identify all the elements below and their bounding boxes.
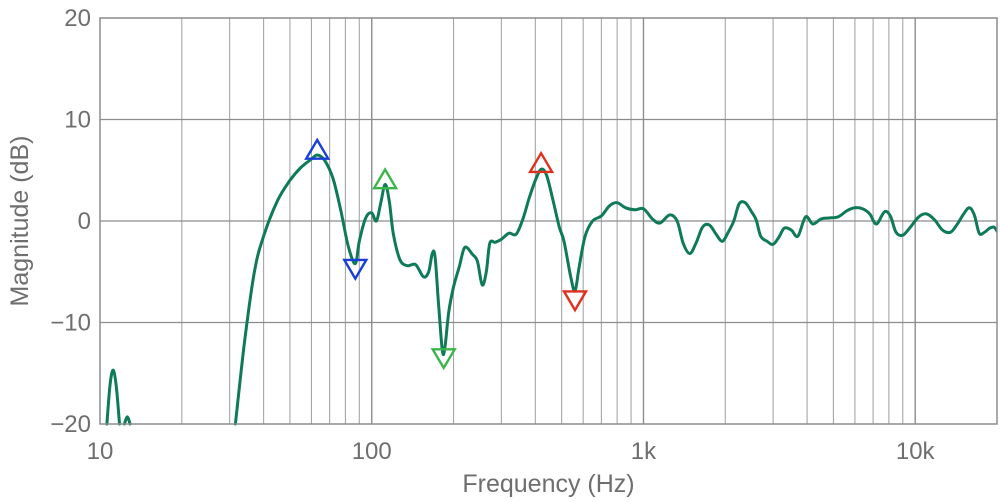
y-tick-label: 20 <box>64 5 91 32</box>
grid <box>100 18 997 424</box>
series-line-segment <box>122 415 132 426</box>
series-layer <box>105 153 997 426</box>
x-tick-labels: 10 100 1k 10k <box>87 438 936 465</box>
x-axis-label: Frequency (Hz) <box>462 470 634 498</box>
x-tick-label: 10 <box>87 438 114 465</box>
y-axis-label: Magnitude (dB) <box>6 136 34 307</box>
dip-marker <box>430 348 457 371</box>
markers <box>304 137 589 371</box>
peak-marker <box>304 137 331 160</box>
x-tick-label: 10k <box>896 438 936 465</box>
peak-marker <box>528 150 555 174</box>
y-tick-label: 0 <box>78 208 91 235</box>
series-line-segment <box>105 368 121 426</box>
peak-marker <box>372 167 399 190</box>
dip-marker <box>342 258 369 281</box>
y-tick-labels: 20 10 0 −10 −20 <box>50 5 91 438</box>
y-tick-label: −20 <box>50 411 91 438</box>
y-tick-label: 10 <box>64 107 91 134</box>
series-line-segment <box>233 153 997 426</box>
x-tick-label: 1k <box>631 438 657 465</box>
plot-frame <box>99 17 998 425</box>
x-tick-label: 100 <box>352 438 392 465</box>
dip-marker <box>561 290 589 313</box>
y-tick-label: −10 <box>50 310 91 337</box>
